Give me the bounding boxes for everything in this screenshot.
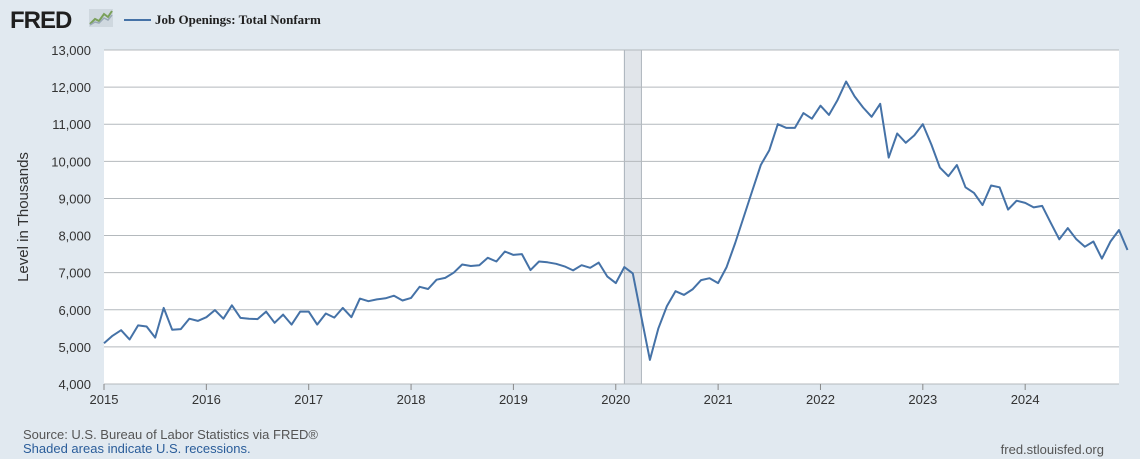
x-tick-label: 2021: [704, 392, 733, 407]
legend-swatch: [124, 19, 151, 21]
plot-area: [104, 50, 1119, 384]
y-tick-label: 12,000: [51, 80, 91, 95]
y-tick-label: 10,000: [51, 154, 91, 169]
series-layer: [103, 80, 1129, 361]
y-tick-label: 11,000: [52, 117, 91, 132]
x-tick-label: 2019: [499, 392, 528, 407]
y-tick-label: 7,000: [58, 266, 91, 281]
y-tick-label: 6,000: [58, 303, 91, 318]
fred-logo[interactable]: FRED: [10, 7, 72, 34]
source-note: Source: U.S. Bureau of Labor Statistics …: [23, 427, 318, 442]
y-tick-label: 8,000: [58, 229, 91, 244]
x-tick-label: 2018: [397, 392, 426, 407]
x-tick-label: 2022: [806, 392, 835, 407]
recession-note[interactable]: Shaded areas indicate U.S. recessions.: [23, 441, 251, 456]
x-tick-label: 2023: [908, 392, 937, 407]
y-tick-label: 13,000: [51, 43, 91, 58]
x-tick-label: 2015: [90, 392, 119, 407]
grid-layer: [104, 49, 1119, 385]
legend-label: Job Openings: Total Nonfarm: [155, 12, 321, 27]
x-tick-label: 2017: [294, 392, 323, 407]
fred-trend-icon: [89, 9, 113, 27]
y-tick-label: 9,000: [58, 191, 91, 206]
x-tick-label: 2024: [1011, 392, 1040, 407]
x-tick-label: 2020: [601, 392, 630, 407]
y-axis-label: Level in Thousands: [15, 152, 32, 282]
y-axis: 4,000 5,000 6,000 7,000 8,000 9,000 10,000 11,0…: [51, 43, 91, 392]
chart-legend[interactable]: Job Openings: Total Nonfarm: [124, 12, 321, 28]
recession-layer: [623, 49, 642, 385]
chart-header: FRED Job Openings: Total Nonfarm: [0, 0, 1140, 42]
y-tick-label: 5,000: [58, 340, 91, 355]
footer-url[interactable]: fred.stlouisfed.org: [1000, 442, 1104, 457]
series-line: [103, 80, 1129, 361]
y-tick-label: 4,000: [58, 377, 91, 392]
x-axis: 2015 2016 2017 2018 2019 2020 2021 2022 2023 2024: [90, 384, 1040, 407]
x-tick-label: 2016: [192, 392, 221, 407]
recession-band: [623, 49, 642, 385]
